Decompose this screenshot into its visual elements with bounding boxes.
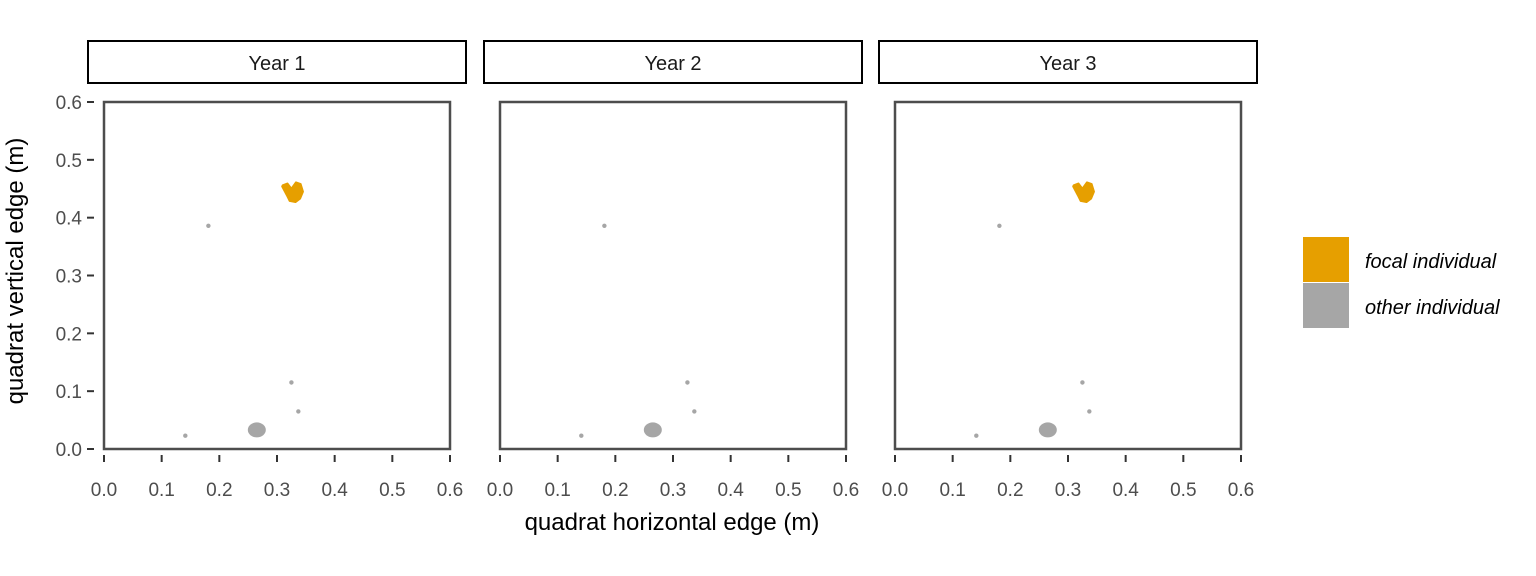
x-tick-label: 0.0 (91, 480, 117, 501)
x-tick-label: 0.3 (1055, 480, 1081, 501)
y-tick-label: 0.0 (56, 440, 82, 461)
panel-border (102, 100, 452, 451)
y-tick-label: 0.5 (56, 151, 82, 172)
x-tick-label: 0.1 (939, 480, 965, 501)
other-individual-point (206, 223, 211, 228)
legend-key (1303, 237, 1349, 282)
panel-border (498, 100, 848, 451)
x-tick-label: 0.5 (775, 480, 801, 501)
x-tick-label: 0.4 (1112, 480, 1139, 501)
legend-label: other individual (1365, 297, 1500, 319)
legend-key (1303, 283, 1349, 328)
facet-strip-label: Year 2 (644, 53, 701, 75)
x-tick-label: 0.3 (264, 480, 290, 501)
x-tick-label: 0.5 (379, 480, 405, 501)
legend-label: focal individual (1365, 251, 1497, 273)
x-tick-label: 0.2 (206, 480, 232, 501)
other-individual-point (685, 380, 690, 385)
facet-strip (483, 40, 863, 84)
other-individual-point (692, 409, 697, 414)
other-individual-mark (1038, 422, 1057, 438)
other-individual-point (997, 223, 1002, 228)
x-axis-title: quadrat horizontal edge (m) (525, 509, 820, 536)
x-tick-label: 0.4 (321, 480, 348, 501)
x-tick-label: 0.0 (487, 480, 513, 501)
y-tick-label: 0.4 (56, 209, 83, 230)
other-individual-point (1080, 380, 1085, 385)
other-individual-point (579, 433, 584, 438)
panel-border (893, 100, 1243, 451)
facet-strip (87, 40, 467, 84)
y-tick-label: 0.3 (56, 267, 82, 288)
x-tick-label: 0.3 (660, 480, 686, 501)
other-individual-point (974, 433, 979, 438)
x-tick-label: 0.2 (602, 480, 628, 501)
x-tick-label: 0.1 (544, 480, 570, 501)
other-individual-point (296, 409, 301, 414)
x-tick-label: 0.5 (1170, 480, 1196, 501)
other-individual-mark (247, 422, 266, 438)
other-individual-point (289, 380, 294, 385)
focal-individual-mark (281, 181, 304, 204)
facet-strip (878, 40, 1258, 84)
x-tick-label: 0.0 (882, 480, 908, 501)
y-tick-label: 0.1 (56, 382, 82, 403)
other-individual-point (183, 433, 188, 438)
y-tick-label: 0.6 (56, 93, 82, 114)
x-tick-label: 0.6 (833, 480, 859, 501)
x-tick-label: 0.6 (1228, 480, 1254, 501)
other-individual-point (1087, 409, 1092, 414)
other-individual-point (602, 223, 607, 228)
x-tick-label: 0.1 (148, 480, 174, 501)
x-tick-label: 0.4 (717, 480, 744, 501)
facet-strip-label: Year 1 (248, 53, 305, 75)
x-tick-label: 0.2 (997, 480, 1023, 501)
focal-individual-mark (1072, 181, 1095, 204)
facet-strip-label: Year 3 (1039, 53, 1096, 75)
y-axis-title: quadrat vertical edge (m) (2, 138, 29, 405)
other-individual-mark (643, 422, 662, 438)
x-tick-label: 0.6 (437, 480, 463, 501)
y-tick-label: 0.2 (56, 324, 82, 345)
